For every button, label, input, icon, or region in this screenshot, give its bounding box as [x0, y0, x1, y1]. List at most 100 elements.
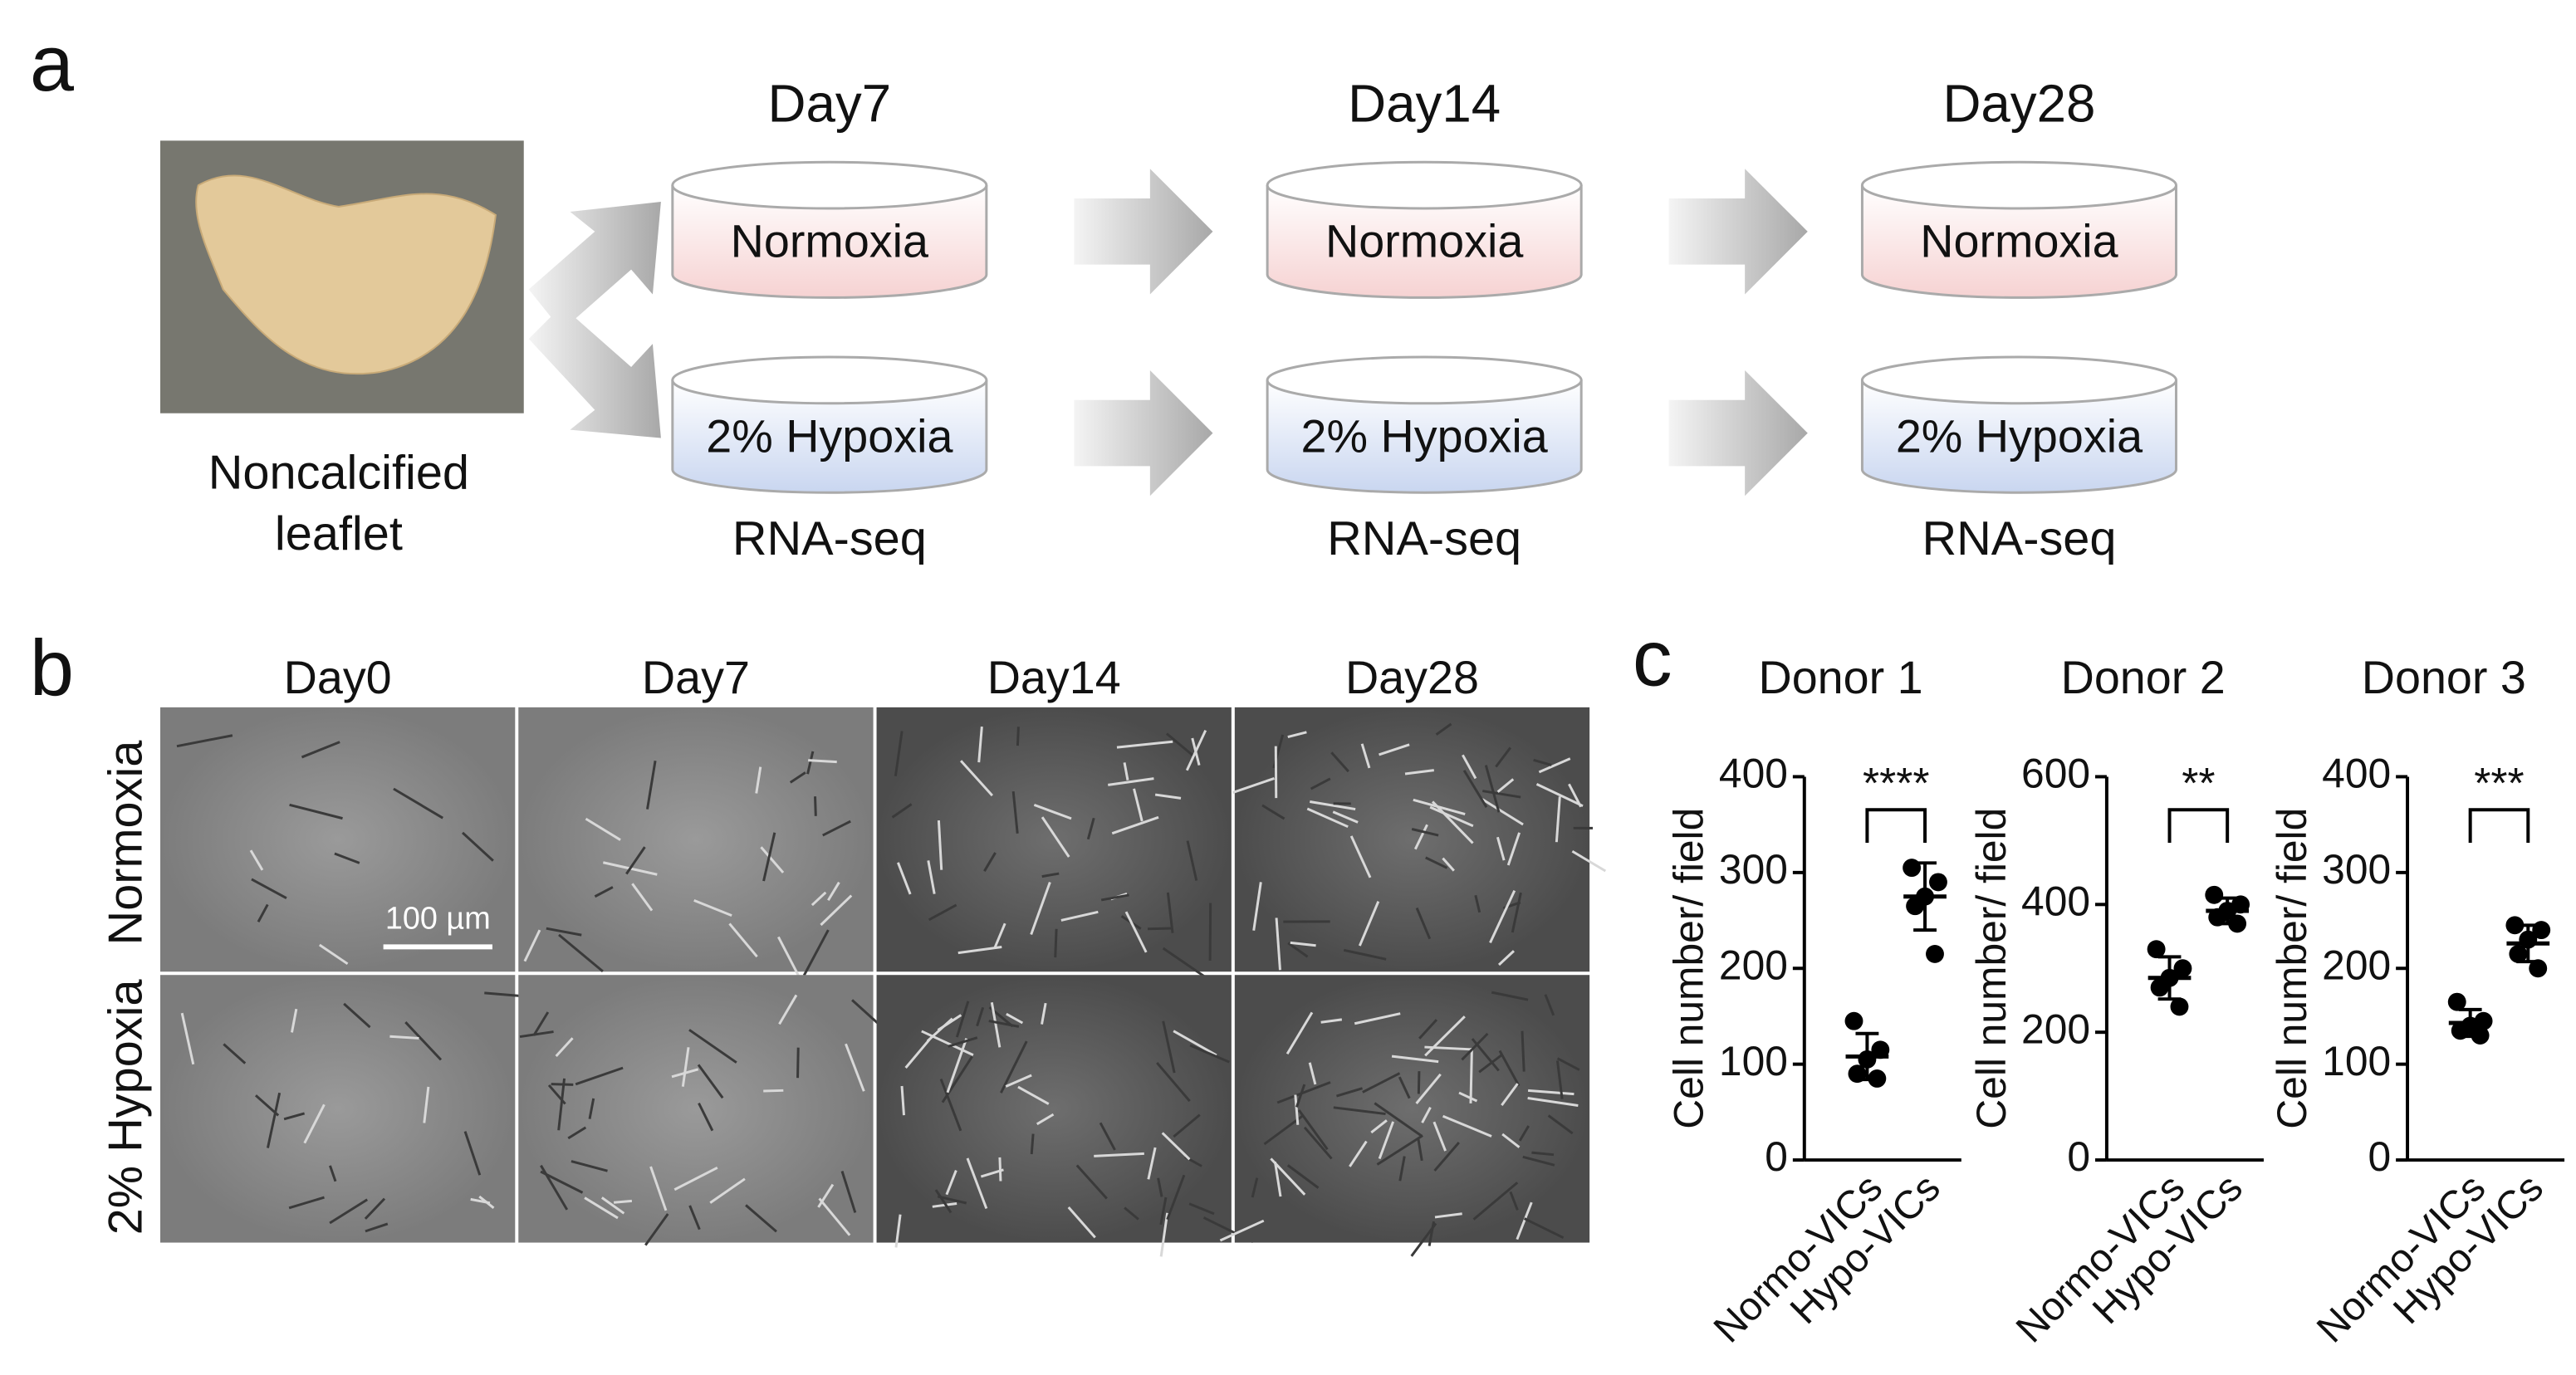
cell [1270, 1157, 1306, 1196]
cell [937, 820, 943, 870]
cell [891, 803, 913, 819]
cell [1527, 1097, 1579, 1108]
data-point [2150, 978, 2169, 997]
data-point [1906, 897, 1925, 916]
cell [404, 1021, 443, 1061]
cell [1086, 817, 1095, 840]
cell [1533, 758, 1552, 766]
cell [1108, 777, 1154, 786]
y-tick-label: 300 [2322, 846, 2391, 893]
cell [1429, 805, 1474, 828]
cell [1398, 1076, 1411, 1099]
panel-a-columns: Day7 Normoxia 2% Hypoxia RNA-seq Day14 Normox… [671, 74, 2177, 565]
cell [631, 883, 654, 912]
cell [1287, 731, 1307, 738]
cell [600, 1196, 625, 1215]
cell [1310, 777, 1331, 790]
y-tick-label: 0 [2067, 1133, 2090, 1180]
cell [289, 803, 343, 820]
cell [937, 1014, 962, 1031]
cell [365, 1222, 389, 1233]
cell [329, 1198, 369, 1225]
cell [462, 831, 494, 862]
cell [1162, 947, 1206, 978]
y-axis-label: Cell number/ field [1666, 808, 1712, 1129]
cell [584, 1196, 619, 1220]
cell [1261, 804, 1286, 820]
micrograph [518, 707, 874, 972]
cell [523, 929, 541, 962]
cell [1123, 762, 1129, 780]
split-arrow [528, 202, 661, 331]
cell [1286, 1011, 1314, 1055]
day-label: Day14 [987, 652, 1121, 703]
cell [937, 1195, 967, 1205]
cell [1516, 1201, 1533, 1240]
cell [728, 922, 758, 958]
cell [900, 1085, 905, 1116]
cell [1495, 746, 1512, 768]
cell [818, 1197, 851, 1236]
cell [1273, 1161, 1282, 1197]
cell [557, 1078, 566, 1131]
cell [1332, 810, 1359, 824]
cell [1286, 1164, 1320, 1189]
cell [519, 1030, 554, 1039]
cell [1474, 894, 1481, 913]
cell [1461, 1032, 1489, 1061]
cell [988, 1020, 1020, 1028]
leaflet-label: leaflet [275, 507, 403, 560]
cell [688, 1205, 701, 1231]
cell [1478, 1054, 1503, 1074]
cell [1041, 872, 1060, 878]
day-label: Day14 [1348, 74, 1501, 133]
leaflet-label: Noncalcified [208, 447, 469, 500]
cell [1376, 1134, 1423, 1166]
dish-rim [1860, 355, 2177, 405]
cell [755, 766, 762, 794]
cell [1186, 840, 1198, 881]
cell [1538, 757, 1571, 774]
data-point [2147, 940, 2166, 959]
cell [1124, 1206, 1139, 1221]
y-tick-label: 300 [1719, 846, 1788, 893]
cell [1511, 892, 1522, 933]
cell [303, 1103, 326, 1144]
cell [1157, 1177, 1163, 1197]
data-point [2173, 959, 2192, 978]
cell [1435, 722, 1452, 736]
cell [904, 1038, 931, 1069]
cell [1310, 800, 1356, 811]
data-point [2509, 945, 2528, 963]
cell [1472, 1182, 1519, 1221]
cell [1458, 1091, 1478, 1103]
cell [1433, 1142, 1460, 1172]
assay-label: RNA-seq [1327, 512, 1521, 565]
cell [673, 1166, 718, 1192]
cell [223, 1043, 247, 1064]
cell [1379, 743, 1410, 756]
cell [1124, 911, 1148, 953]
micrograph [1234, 707, 1590, 972]
cell [1491, 991, 1529, 1001]
cell [1535, 783, 1584, 808]
cell [1506, 832, 1521, 866]
cell [1531, 1151, 1555, 1157]
cell [1428, 1221, 1436, 1246]
flow-arrow [1074, 169, 1213, 295]
cell [1360, 743, 1371, 769]
cell [1349, 1140, 1368, 1167]
cell [681, 1047, 690, 1087]
dish-rim [1266, 355, 1583, 405]
cell [709, 1177, 746, 1204]
cell [941, 1055, 973, 1103]
cell [649, 1166, 668, 1211]
cell [959, 760, 993, 797]
dish [1860, 185, 2177, 299]
cell [301, 741, 340, 759]
cell [1156, 1061, 1191, 1103]
cell [760, 846, 785, 873]
data-point [1871, 1040, 1890, 1059]
cell [1333, 1106, 1386, 1116]
